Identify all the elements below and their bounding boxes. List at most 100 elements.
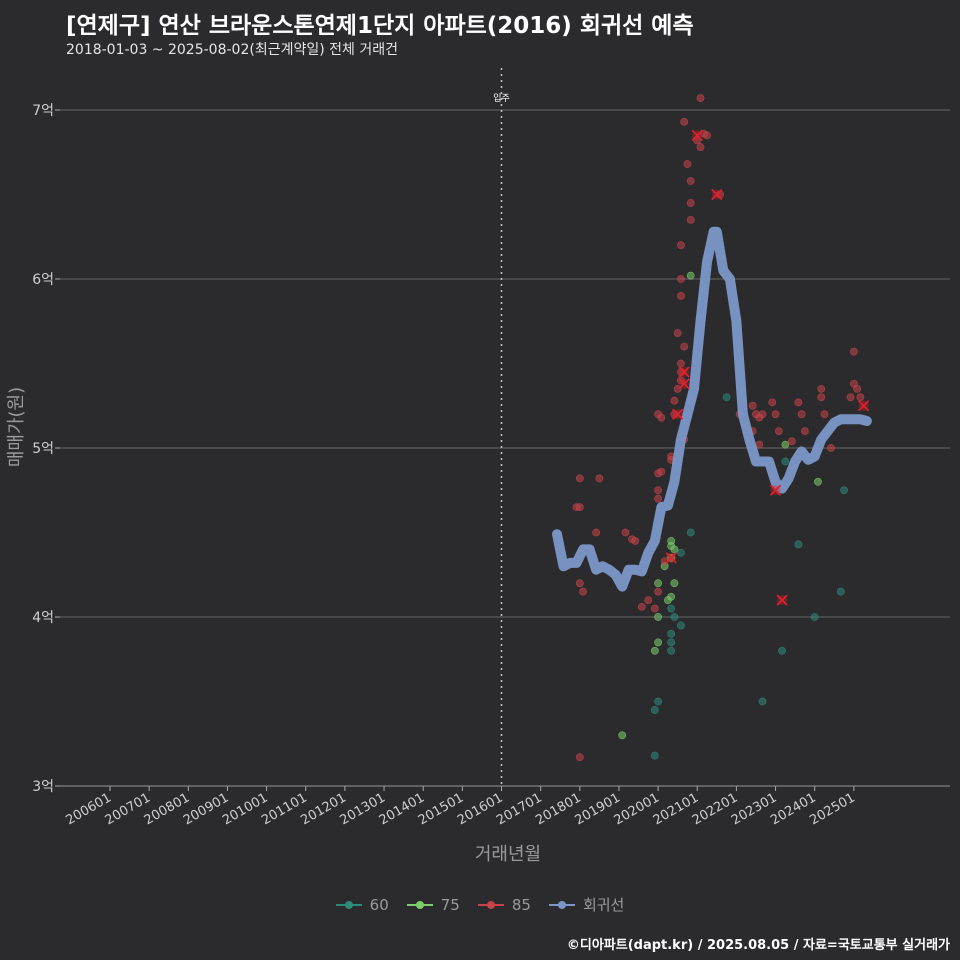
- legend-label-75: 75: [440, 895, 460, 914]
- y-tick-label: 4억: [32, 610, 54, 626]
- highlight-x-mark: [678, 366, 690, 378]
- data-point-75: [618, 731, 627, 740]
- data-point-75: [781, 440, 790, 449]
- legend-item-60: 60: [335, 894, 389, 915]
- data-point-85: [696, 94, 705, 103]
- data-point-85: [849, 347, 858, 356]
- data-point-85: [673, 384, 682, 393]
- data-point-85: [686, 199, 695, 207]
- data-point-85: [654, 587, 662, 596]
- data-point-60: [836, 587, 845, 596]
- legend-item-75: 75: [406, 894, 460, 915]
- data-point-85: [592, 528, 601, 537]
- data-point-85: [575, 579, 584, 588]
- data-point-85: [654, 486, 662, 495]
- data-point-75: [670, 579, 679, 588]
- data-point-75: [667, 537, 676, 545]
- y-tick-label: 5억: [32, 441, 54, 457]
- data-point-85: [677, 359, 685, 368]
- data-point-60: [654, 697, 662, 706]
- data-point-85: [677, 291, 685, 300]
- data-point-85: [575, 474, 584, 483]
- data-point-85: [817, 393, 826, 402]
- data-point-60: [667, 604, 676, 613]
- highlight-x-mark: [711, 188, 723, 201]
- data-point-60: [677, 621, 685, 630]
- data-point-75: [686, 271, 695, 280]
- legend-key-85: [477, 895, 504, 915]
- data-point-85: [686, 215, 695, 224]
- chart-title: [연제구] 연산 브라운스톤연제1단지 아파트(2016) 회귀선 예측: [66, 13, 694, 39]
- data-point-85: [827, 444, 835, 452]
- data-point-60: [758, 697, 767, 706]
- highlight-x-mark: [672, 408, 684, 420]
- data-point-60: [667, 646, 676, 655]
- data-point-75: [814, 477, 822, 486]
- data-point-60: [840, 486, 848, 495]
- data-point-85: [856, 393, 865, 402]
- highlight-x-mark: [665, 552, 677, 564]
- legend-key-75: [406, 895, 433, 915]
- y-tick-label: 6억: [32, 272, 54, 288]
- data-point-85: [768, 398, 777, 407]
- data-point-60: [810, 613, 819, 621]
- highlight-x-mark: [678, 378, 690, 390]
- highlight-x-mark: [691, 129, 703, 141]
- data-point-85: [644, 596, 653, 604]
- data-point-85: [670, 396, 679, 405]
- data-point-85: [696, 143, 705, 152]
- data-point-85: [657, 413, 666, 422]
- data-point-85: [680, 117, 689, 126]
- data-point-85: [703, 131, 711, 140]
- data-point-60: [778, 646, 786, 655]
- y-axis-title: 매매가(원): [6, 387, 27, 467]
- data-point-85: [677, 275, 685, 283]
- data-point-85: [686, 177, 695, 185]
- data-point-85: [575, 753, 584, 762]
- data-point-85: [683, 160, 692, 168]
- data-point-85: [621, 528, 630, 537]
- x-tick-label: 202501: [807, 790, 857, 828]
- data-point-75: [654, 638, 662, 647]
- data-point-85: [771, 410, 780, 419]
- data-point-85: [820, 410, 829, 419]
- data-point-60: [794, 540, 803, 549]
- move-in-label: 입주: [493, 92, 510, 104]
- data-point-60: [781, 457, 790, 466]
- legend-label-regression: 회귀선: [582, 896, 625, 914]
- legend-item-85: 85: [477, 894, 531, 915]
- data-point-75: [654, 613, 662, 621]
- data-point-85: [654, 494, 662, 503]
- regression-line: [552, 226, 872, 592]
- legend-label-60: 60: [369, 895, 389, 914]
- data-point-85: [657, 467, 666, 476]
- data-point-60: [670, 613, 679, 621]
- data-point-75: [654, 579, 662, 588]
- data-point-60: [667, 638, 676, 647]
- legend-item-regression: 회귀선: [548, 894, 625, 915]
- legend: 60 75 85 회귀선: [0, 894, 960, 915]
- data-point-85: [748, 401, 757, 410]
- data-point-75: [667, 592, 676, 601]
- legend-key-regression: [548, 895, 575, 915]
- data-point-75: [650, 646, 659, 655]
- data-point-85: [677, 241, 685, 250]
- data-point-85: [595, 474, 604, 483]
- highlight-x-mark: [769, 484, 782, 496]
- data-point-85: [801, 427, 809, 435]
- data-point-85: [637, 602, 646, 611]
- chart-subtitle: 2018-01-03 ~ 2025-08-02(최근계약일) 전체 거래건: [66, 42, 398, 58]
- data-point-85: [579, 587, 587, 596]
- data-point-60: [650, 706, 659, 714]
- data-point-85: [794, 398, 803, 407]
- source-caption: ©디아파트(dapt.kr) / 2025.08.05 / 자료=국토교통부 실…: [566, 938, 950, 953]
- data-point-85: [853, 384, 862, 393]
- data-point-60: [722, 393, 731, 402]
- data-point-60: [650, 751, 659, 760]
- data-point-60: [686, 528, 695, 537]
- data-point-75: [670, 545, 679, 554]
- data-point-85: [650, 604, 659, 613]
- data-point-85: [774, 427, 783, 435]
- data-point-85: [846, 393, 855, 402]
